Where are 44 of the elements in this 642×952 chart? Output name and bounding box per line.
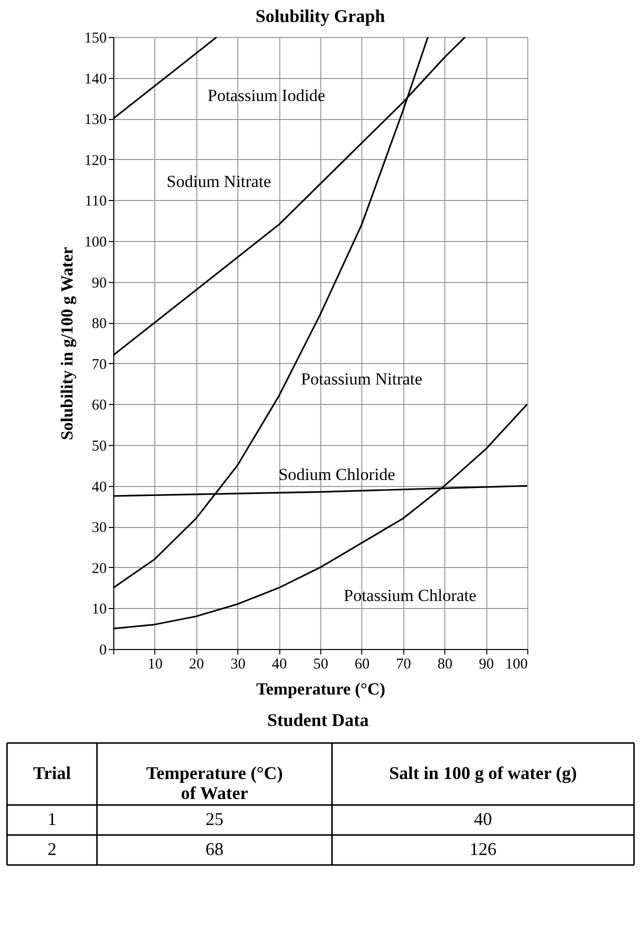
y-tick-label: 40 [92, 479, 107, 496]
y-tick-label: 90 [92, 275, 107, 292]
y-axis-title: Solubility in g/100 g Water [57, 246, 76, 440]
x-tick-label: 60 [354, 656, 370, 672]
y-tick-label: 20 [92, 560, 107, 577]
y-tick-label: 150 [84, 30, 107, 46]
series-label: Sodium Chloride [278, 465, 396, 484]
y-tick-label: 100 [84, 234, 107, 250]
text: Temperature (°C) of Water [146, 763, 283, 803]
series-label: Potassium Iodide [208, 86, 326, 106]
text: 1 [48, 809, 56, 829]
x-tick-label: 70 [396, 656, 412, 672]
y-tick-label: 10 [92, 602, 107, 618]
text: Student Data [267, 710, 369, 730]
y-tick-label: 70 [92, 356, 107, 373]
y-tick-label: 50 [92, 438, 107, 454]
x-tick-label: 30 [230, 656, 246, 672]
y-tick-label: 30 [92, 520, 107, 536]
x-tick-label: 50 [313, 656, 328, 672]
text: 25 [206, 809, 224, 829]
series-label: Sodium Nitrate [166, 172, 271, 191]
series-label: Potassium Chlorate [344, 586, 476, 605]
x-tick-label: 90 [478, 656, 494, 672]
y-tick-label: 130 [84, 112, 107, 128]
x-tick-label: 40 [272, 656, 287, 672]
series-label: Potassium Nitrate [300, 370, 422, 389]
x-tick-label: 80 [437, 656, 452, 672]
text: Trial [33, 763, 71, 783]
y-tick-label: 0 [99, 642, 107, 658]
text: 126 [470, 839, 496, 859]
x-tick-label: 10 [148, 656, 163, 672]
text: 68 [206, 839, 224, 859]
chart-title: Solubility Graph [255, 6, 386, 26]
y-tick-label: 140 [84, 71, 107, 88]
text: 40 [474, 809, 492, 829]
y-tick-label: 80 [92, 316, 107, 332]
y-tick-label: 60 [92, 398, 107, 414]
y-tick-label: 110 [84, 194, 107, 210]
text: Salt in 100 g of water (g) [389, 763, 577, 783]
x-tick-label: 20 [189, 656, 204, 672]
text: 2 [48, 839, 56, 859]
y-tick-label: 120 [84, 152, 107, 169]
x-tick-label: 100 [505, 656, 528, 672]
x-axis-title: Temperature (°C) [256, 680, 386, 698]
